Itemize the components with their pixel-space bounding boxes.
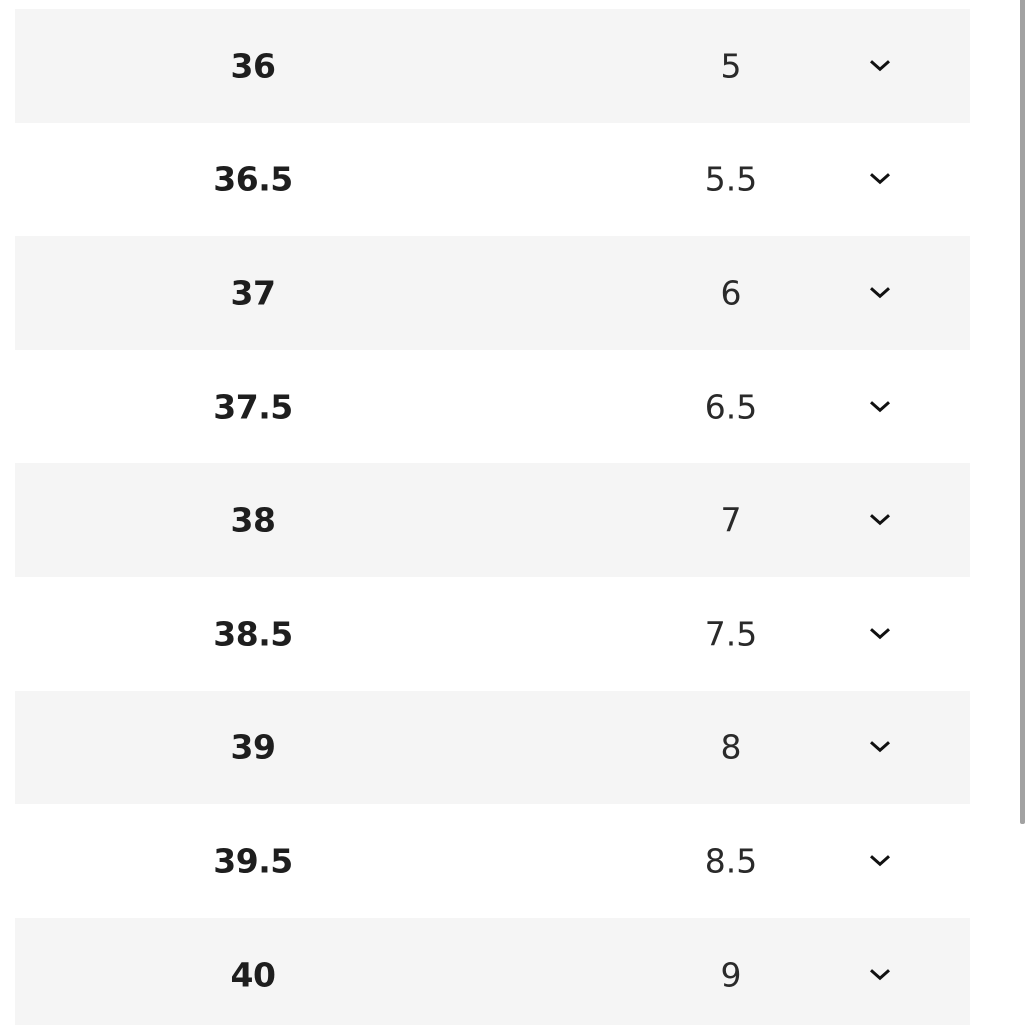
- chevron-down-icon[interactable]: [867, 171, 893, 187]
- us-size: 9: [720, 955, 742, 995]
- size-row[interactable]: 37 6: [15, 236, 970, 350]
- chevron-down-icon[interactable]: [867, 398, 893, 414]
- size-row[interactable]: 36.5 5.5: [15, 123, 970, 237]
- us-size: 5.5: [704, 159, 758, 199]
- size-row[interactable]: 37.5 6.5: [15, 350, 970, 464]
- eu-size: 36.5: [213, 159, 293, 199]
- us-size: 7.5: [704, 614, 758, 654]
- eu-size: 37.5: [213, 387, 293, 427]
- eu-size: 36: [230, 46, 276, 86]
- us-size: 6: [720, 273, 742, 313]
- us-size: 7: [720, 500, 742, 540]
- eu-size: 37: [230, 273, 276, 313]
- size-row[interactable]: 38.5 7.5: [15, 577, 970, 691]
- us-size: 8.5: [704, 841, 758, 881]
- eu-size: 40: [230, 955, 276, 995]
- us-size: 6.5: [704, 387, 758, 427]
- chevron-down-icon[interactable]: [867, 966, 893, 982]
- size-chart-table: 36 5 36.5 5.5 37 6 37.5 6.5 38 7 38.5 7.…: [15, 9, 970, 1025]
- eu-size: 38: [230, 500, 276, 540]
- size-row[interactable]: 40 9: [15, 917, 970, 1025]
- us-size: 5: [720, 46, 742, 86]
- scrollbar[interactable]: [1020, 0, 1025, 824]
- chevron-down-icon[interactable]: [867, 511, 893, 527]
- chevron-down-icon[interactable]: [867, 625, 893, 641]
- eu-size: 39: [230, 727, 276, 767]
- eu-size: 39.5: [213, 841, 293, 881]
- chevron-down-icon[interactable]: [867, 852, 893, 868]
- chevron-down-icon[interactable]: [867, 739, 893, 755]
- chevron-down-icon[interactable]: [867, 57, 893, 73]
- eu-size: 38.5: [213, 614, 293, 654]
- size-row[interactable]: 38 7: [15, 463, 970, 577]
- size-row[interactable]: 36 5: [15, 9, 970, 123]
- chevron-down-icon[interactable]: [867, 284, 893, 300]
- size-row[interactable]: 39 8: [15, 690, 970, 805]
- us-size: 8: [720, 727, 742, 767]
- size-row[interactable]: 39.5 8.5: [15, 804, 970, 918]
